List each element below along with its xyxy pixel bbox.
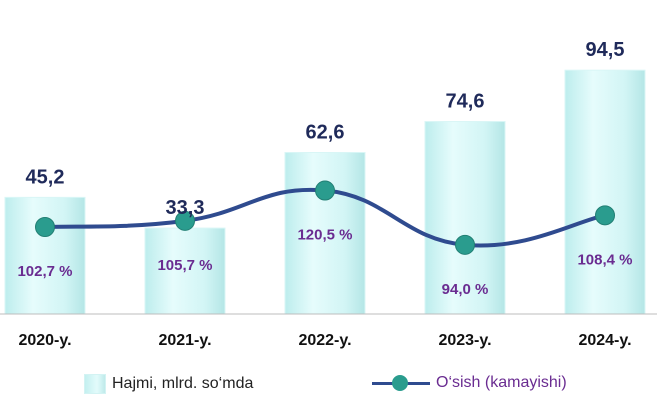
legend-line-swatch-icon — [372, 374, 430, 392]
growth-percent-label: 94,0 % — [442, 281, 489, 298]
bar-value-label: 45,2 — [26, 166, 65, 188]
bar-value-label: 33,3 — [166, 197, 205, 219]
bar-2024-y. — [564, 69, 646, 315]
line-point-2023-y. — [455, 234, 475, 255]
legend-item-line: O‘sish (kamayishi) — [372, 374, 567, 392]
growth-percent-label: 120,5 % — [297, 227, 352, 244]
x-tick-label: 2023-y. — [438, 332, 491, 349]
legend-bar-swatch-icon — [84, 374, 106, 394]
line-point-2024-y. — [595, 205, 615, 226]
bar-2023-y. — [424, 121, 506, 315]
legend: Hajmi, mlrd. so‘mda O‘sish (kamayishi) — [0, 374, 657, 404]
bar-value-label: 62,6 — [306, 121, 345, 143]
bar-2021-y. — [144, 227, 226, 315]
bar-value-label: 74,6 — [446, 91, 485, 113]
x-tick-label: 2022-y. — [298, 332, 351, 349]
x-tick-label: 2020-y. — [18, 332, 71, 349]
legend-label-bars: Hajmi, mlrd. so‘mda — [112, 375, 254, 392]
legend-item-bars: Hajmi, mlrd. so‘mda — [84, 374, 253, 394]
bar-2020-y. — [4, 196, 86, 315]
line-series — [35, 180, 615, 255]
line-point-2022-y. — [315, 180, 335, 201]
bar-series — [4, 69, 646, 315]
x-tick-label: 2021-y. — [158, 332, 211, 349]
growth-percent-label: 108,4 % — [577, 251, 632, 268]
x-tick-label: 2024-y. — [578, 332, 631, 349]
growth-percent-label: 105,7 % — [157, 257, 212, 274]
x-axis: 2020-y. 2021-y. 2022-y. 2023-y. 2024-y. — [18, 332, 631, 349]
line-point-2021-y. — [175, 210, 195, 231]
legend-label-line: O‘sish (kamayishi) — [436, 374, 567, 391]
line-point-2020-y. — [35, 217, 55, 237]
growth-percent-label: 102,7 % — [17, 263, 72, 280]
bar-value-label: 94,5 — [586, 39, 625, 61]
bar-2022-y. — [284, 151, 366, 315]
chart-svg: 45,2 102,7 % 33,3 105,7 % 62,6 120,5 % 74,6 94,… — [0, 39, 657, 349]
